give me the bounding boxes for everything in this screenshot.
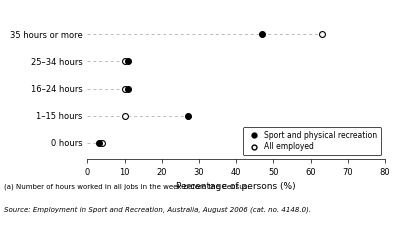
Point <box>185 114 191 117</box>
Point <box>319 33 325 36</box>
Text: Source: Employment in Sport and Recreation, Australia, August 2006 (cat. no. 414: Source: Employment in Sport and Recreati… <box>4 207 311 213</box>
Point <box>259 33 266 36</box>
X-axis label: Percentage of persons (%): Percentage of persons (%) <box>176 183 296 192</box>
Point <box>125 87 131 90</box>
Point <box>125 60 131 63</box>
Text: (a) Number of hours worked in all jobs in the week before the Census.: (a) Number of hours worked in all jobs i… <box>4 184 250 190</box>
Point <box>99 141 106 144</box>
Point <box>121 60 128 63</box>
Legend: Sport and physical recreation, All employed: Sport and physical recreation, All emplo… <box>243 127 381 155</box>
Point <box>121 114 128 117</box>
Point <box>121 87 128 90</box>
Point <box>95 141 102 144</box>
